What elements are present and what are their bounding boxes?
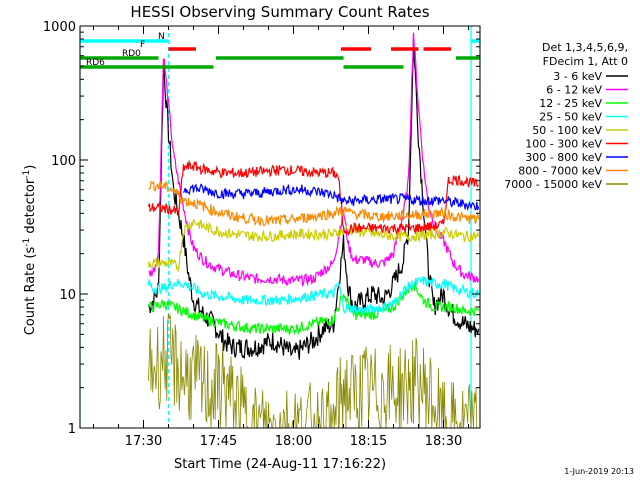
y-axis-label-sup-2: -1 [22,170,32,179]
chart-title: HESSI Observing Summary Count Rates [130,3,429,21]
x-tick-label-2: 18:00 [275,434,312,449]
legend-label-2: 12 - 25 keV [539,97,602,110]
series-line-4 [147,218,480,272]
x-tick-label-4: 18:30 [425,434,462,449]
legend-label-3: 25 - 50 keV [539,111,602,124]
legend-label-5: 100 - 300 keV [525,138,602,151]
flag-bar-label-2: RD0 [122,49,141,59]
x-tick-label-3: 18:15 [350,434,387,449]
series-line-5 [147,159,480,236]
legend-header-1: FDecim 1, Att 0 [543,55,628,68]
legend-label-0: 3 - 6 keV [553,70,602,83]
legend-label-1: 6 - 12 keV [546,84,602,97]
x-tick-label-1: 17:45 [200,434,237,449]
plot-frame [79,25,481,429]
y-tick-label-0: 1 [68,422,76,437]
series-line-2 [147,280,480,337]
y-axis-label-end: ) [23,165,38,170]
legend-label-6: 300 - 800 keV [525,151,602,164]
flag-bar-label-0: N [158,32,165,42]
series-line-7 [148,180,480,227]
render-timestamp: 1-Jun-2019 20:13 [564,467,634,476]
series-line-6 [182,183,480,211]
y-axis-label-main: Count Rate (s [23,247,38,336]
series-line-3 [147,276,480,317]
legend-header-0: Det 1,3,4,5,6,9, [542,41,628,54]
y-tick-label-1: 10 [59,288,76,303]
legend-label-7: 800 - 7000 keV [518,165,602,178]
y-tick-label-2: 100 [51,154,76,169]
y-tick-label-3: 1000 [43,20,76,35]
legend-label-4: 50 - 100 keV [532,124,602,137]
legend: Det 1,3,4,5,6,9,FDecim 1, Att 0 3 - 6 keV… [504,41,628,191]
x-axis-label: Start Time (24-Aug-11 17:16:22) [174,457,386,472]
series-line-8 [148,313,479,428]
x-tick-label-0: 17:30 [125,434,162,449]
flag-bar-label-1: F [140,40,145,50]
y-axis-label-mid: detector [23,178,38,238]
legend-label-8: 7000 - 15000 keV [504,178,602,191]
y-axis-label-sup-1: -1 [22,238,32,247]
series-line-1 [148,32,480,287]
series-group [147,32,480,428]
flag-bar-label-3: RD6 [86,58,105,68]
y-axis-label: Count Rate (s-1 detector-1) [22,165,38,336]
